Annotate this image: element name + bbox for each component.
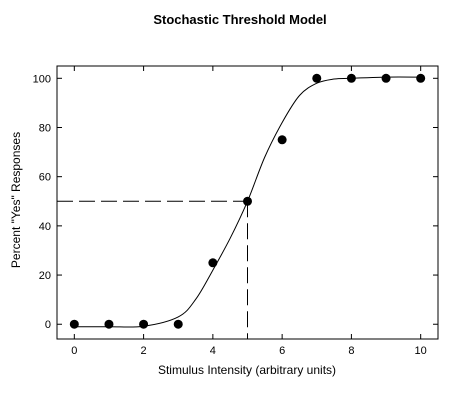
data-point xyxy=(139,319,149,329)
data-point xyxy=(312,73,322,83)
y-tick-label: 20 xyxy=(39,270,51,282)
y-tick-label: 100 xyxy=(33,73,51,85)
x-tick-label: 10 xyxy=(415,345,427,357)
data-point xyxy=(208,258,218,268)
x-tick-label: 8 xyxy=(348,345,354,357)
data-point xyxy=(104,319,114,329)
y-axis-label: Percent "Yes" Responses xyxy=(9,132,23,268)
fitted-curve-line xyxy=(74,76,421,328)
data-point xyxy=(243,196,252,206)
data-point xyxy=(381,73,391,83)
x-axis-label: Stimulus Intensity (arbitrary units) xyxy=(158,363,336,377)
y-tick-label: 80 xyxy=(39,122,51,134)
x-tick-label: 0 xyxy=(71,345,77,357)
x-tick-label: 2 xyxy=(141,345,147,357)
y-tick-label: 40 xyxy=(39,221,51,233)
y-tick-label: 60 xyxy=(39,172,51,184)
data-point xyxy=(173,319,183,329)
x-tick-label: 6 xyxy=(279,345,285,357)
y-tick-label: 0 xyxy=(45,319,51,331)
data-point xyxy=(69,319,79,329)
data-point xyxy=(346,73,356,83)
chart-title: Stochastic Threshold Model xyxy=(153,12,326,27)
data-point xyxy=(416,73,426,83)
x-tick-label: 4 xyxy=(210,345,216,357)
data-point xyxy=(277,135,287,145)
